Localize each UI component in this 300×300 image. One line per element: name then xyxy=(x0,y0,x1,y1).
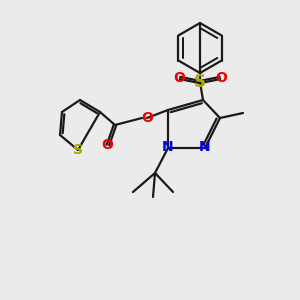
Text: S: S xyxy=(194,73,206,91)
Text: O: O xyxy=(173,71,185,85)
Text: O: O xyxy=(215,71,227,85)
Text: S: S xyxy=(73,143,83,157)
Text: N: N xyxy=(162,140,174,154)
Text: O: O xyxy=(141,111,153,125)
Text: N: N xyxy=(199,140,211,154)
Text: O: O xyxy=(101,138,113,152)
